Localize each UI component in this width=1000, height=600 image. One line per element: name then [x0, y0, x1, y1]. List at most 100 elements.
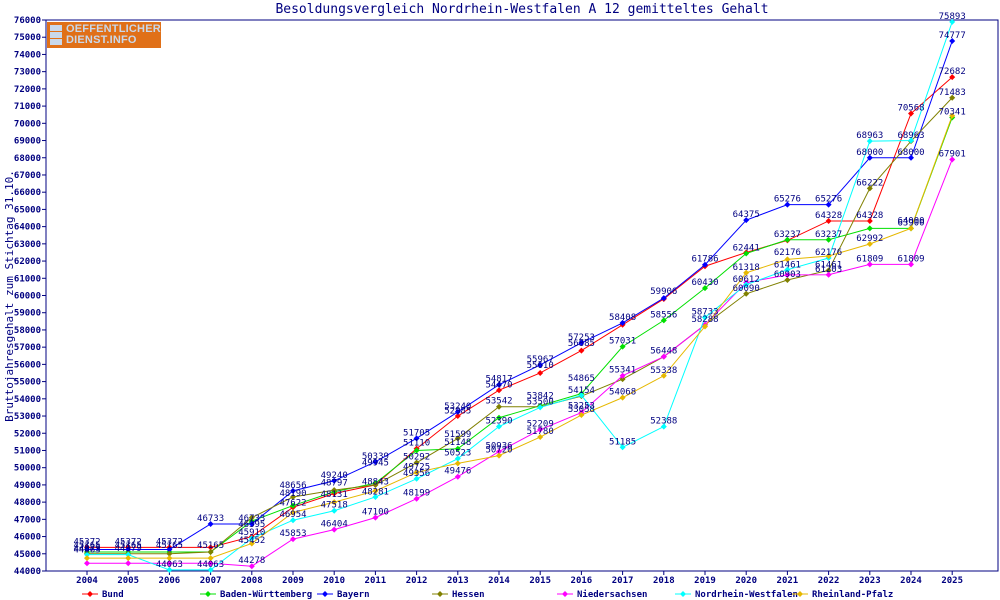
data-label: 45853 — [279, 529, 306, 539]
legend-entry-label: Nordrhein-Westfalen — [695, 589, 798, 600]
data-label: 46733 — [197, 514, 224, 524]
x-tick-label: 2021 — [777, 576, 799, 586]
data-label: 58733 — [691, 307, 718, 317]
data-point — [290, 517, 296, 524]
legend-entry-label: Baden-Württemberg — [220, 590, 312, 600]
data-point — [825, 253, 832, 260]
data-point — [660, 372, 667, 379]
data-label: 44063 — [197, 560, 224, 570]
y-tick-label: 62000 — [14, 257, 41, 267]
data-label: 56448 — [650, 347, 677, 357]
x-tick-label: 2022 — [818, 576, 840, 586]
data-point — [125, 551, 132, 558]
data-point — [207, 520, 214, 527]
data-point — [372, 458, 379, 465]
data-point — [619, 372, 626, 379]
legend-entry-label: Bund — [102, 590, 124, 600]
y-tick-label: 60000 — [14, 292, 41, 302]
data-point — [413, 469, 420, 476]
data-point — [290, 509, 296, 516]
data-label: 52390 — [485, 417, 512, 427]
data-point — [454, 473, 461, 480]
data-label: 51705 — [403, 428, 430, 438]
data-point — [949, 18, 956, 25]
data-label: 63237 — [774, 230, 801, 240]
data-label: 45452 — [238, 536, 265, 546]
data-label: 53058 — [568, 405, 595, 415]
x-tick-label: 2017 — [612, 576, 634, 586]
x-tick-label: 2020 — [735, 576, 757, 586]
data-point — [825, 267, 832, 274]
data-label: 48199 — [403, 489, 430, 499]
data-point — [908, 137, 914, 144]
data-point — [248, 540, 255, 547]
data-label: 48281 — [362, 487, 389, 497]
data-label: 48797 — [321, 478, 348, 488]
data-point — [660, 353, 667, 360]
y-tick-label: 54000 — [14, 395, 41, 405]
data-point — [537, 361, 544, 368]
data-point — [290, 487, 296, 494]
data-point — [166, 550, 173, 557]
data-point — [454, 435, 461, 442]
data-point — [619, 444, 626, 451]
data-point — [949, 156, 956, 163]
data-point — [413, 459, 420, 466]
y-tick-label: 46000 — [14, 533, 41, 543]
data-point — [743, 269, 750, 276]
data-label: 65276 — [815, 195, 842, 205]
data-label: 50339 — [362, 452, 389, 462]
data-label: 55967 — [527, 355, 554, 365]
series-line — [87, 117, 953, 553]
data-label: 49476 — [444, 467, 471, 477]
data-label: 45165 — [73, 541, 100, 551]
data-label: 62992 — [856, 234, 883, 244]
data-label: 60903 — [774, 270, 801, 280]
data-label: 75893 — [939, 12, 966, 22]
legend-swatch-marker — [87, 591, 93, 597]
data-point — [248, 514, 255, 521]
y-tick-label: 61000 — [14, 274, 41, 284]
data-point — [413, 435, 420, 442]
data-point — [825, 217, 832, 224]
data-label: 58556 — [650, 310, 677, 320]
data-label: 53253 — [568, 402, 595, 412]
data-label: 45372 — [115, 537, 142, 547]
data-label: 52985 — [444, 406, 471, 416]
data-label: 47622 — [279, 499, 306, 509]
data-point — [496, 414, 502, 421]
y-tick-label: 57000 — [14, 343, 41, 353]
data-point — [619, 343, 626, 350]
data-label: 54068 — [609, 388, 636, 398]
data-label: 53240 — [444, 402, 471, 412]
data-point — [454, 445, 461, 452]
data-point — [537, 404, 544, 411]
data-point — [702, 285, 708, 292]
data-point — [166, 555, 173, 562]
data-label: 74777 — [939, 31, 966, 41]
y-tick-label: 48000 — [14, 498, 41, 508]
data-label: 62441 — [733, 243, 760, 253]
x-tick-label: 2008 — [241, 576, 263, 586]
x-tick-label: 2023 — [859, 576, 881, 586]
data-label: 63900 — [897, 218, 924, 228]
data-label: 60612 — [733, 275, 760, 285]
data-label: 61809 — [856, 254, 883, 264]
legend-entry-label: Rheinland-Pfalz — [812, 589, 893, 600]
data-label: 58288 — [691, 315, 718, 325]
data-label: 63237 — [815, 230, 842, 240]
data-label: 47518 — [321, 500, 348, 510]
x-tick-label: 2016 — [571, 576, 593, 586]
data-label: 55338 — [650, 366, 677, 376]
x-tick-label: 2018 — [653, 576, 675, 586]
data-point — [949, 94, 956, 101]
data-point — [660, 423, 667, 430]
y-tick-label: 70000 — [14, 119, 41, 129]
x-tick-label: 2004 — [76, 576, 98, 586]
data-label: 68963 — [856, 131, 883, 141]
data-label: 47100 — [362, 508, 389, 518]
data-point — [743, 250, 750, 257]
logo: OEFFENTLICHER DIENST.INFO — [47, 22, 161, 48]
x-tick-label: 2007 — [200, 576, 222, 586]
data-label: 60090 — [733, 284, 760, 294]
